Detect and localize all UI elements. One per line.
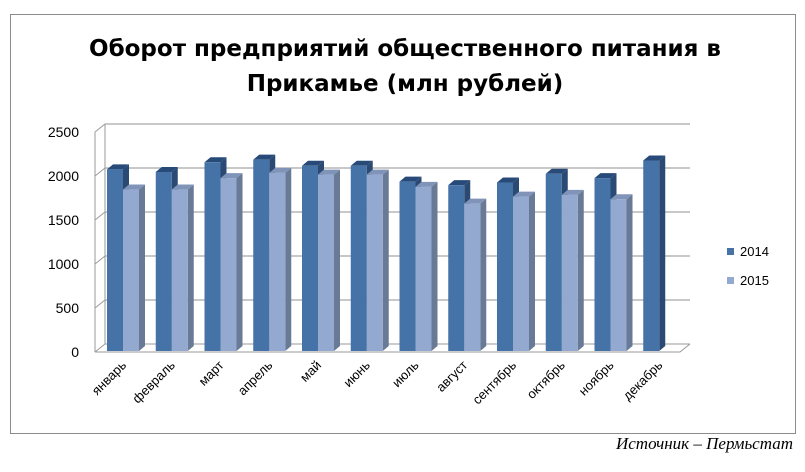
bar-2014-январь (107, 169, 123, 351)
bar-2014-октябрь (545, 173, 562, 351)
bar-top (269, 167, 292, 173)
gridline-diagonal (94, 343, 106, 353)
bar-top (561, 189, 584, 195)
bar-top (643, 155, 666, 161)
gridline-diagonal (94, 211, 106, 221)
x-tick-label: июль (389, 357, 422, 390)
bar-side (285, 167, 292, 351)
x-tick-label: март (195, 357, 226, 388)
y-tick-label: 1000 (48, 256, 79, 272)
bar-2014-август (448, 185, 465, 351)
bar-2014-июль (399, 181, 416, 351)
bar-top (302, 160, 324, 166)
bar-side (529, 191, 535, 351)
bar-top (497, 177, 519, 183)
bar-side (139, 184, 145, 351)
bar-top (399, 176, 422, 182)
bar-side (480, 198, 487, 351)
bar-top (464, 198, 487, 204)
floor-edge (95, 343, 691, 353)
y-tick-label: 500 (56, 300, 80, 316)
bar-2015-январь (123, 189, 139, 351)
bar-2015-ноябрь (610, 199, 627, 351)
bar-2015-сентябрь (513, 196, 529, 351)
chart-title: Оборот предприятий общественного питания… (89, 36, 721, 97)
bar-2015-октябрь (561, 194, 578, 351)
bar-top (610, 194, 633, 200)
y-tick-label: 0 (71, 344, 79, 360)
bar-2015-август (464, 203, 481, 351)
x-tick-label: декабрь (620, 357, 666, 403)
bar-side (431, 181, 438, 351)
bar-2015-апрель (269, 172, 286, 351)
bar-2015-июль (415, 186, 432, 351)
bar-2015-май (318, 174, 334, 351)
bar-side (659, 155, 666, 351)
bar-2014-июнь (350, 165, 367, 351)
gridline-diagonal (94, 255, 106, 265)
bar-2014-март (204, 162, 221, 351)
bar-top (220, 173, 243, 179)
x-tick-label: ноябрь (576, 357, 617, 398)
bar-side (187, 184, 194, 351)
x-tick-label: июнь (340, 357, 373, 390)
bar-top (448, 180, 471, 186)
legend-label-2015: 2015 (740, 273, 769, 288)
bar-top (253, 154, 276, 160)
bar-top (171, 184, 194, 190)
bar-top (513, 191, 535, 197)
bar-top (155, 166, 178, 172)
gridline-diagonal (94, 123, 106, 133)
bar-top (204, 157, 227, 163)
bar-2015-февраль (171, 189, 188, 351)
bar-side (236, 173, 243, 351)
bar-top (350, 160, 373, 166)
bar-2014-декабрь (643, 160, 660, 351)
y-tick-label: 2500 (48, 124, 79, 140)
bar-top (545, 168, 568, 174)
bar-2014-май (302, 165, 318, 351)
x-tick-label: август (433, 357, 470, 394)
bar-2014-апрель (253, 159, 270, 351)
bar-top (415, 181, 438, 187)
bar-top (123, 184, 145, 190)
bar-2015-июнь (366, 174, 383, 351)
y-tick-label: 1500 (48, 212, 79, 228)
bar-top (107, 164, 129, 170)
gridline-diagonal (94, 167, 106, 177)
bar-2015-март (220, 178, 237, 351)
x-tick-label: январь (89, 357, 130, 398)
bar-2014-ноябрь (594, 178, 611, 351)
bar-side (382, 169, 389, 351)
legend-swatch-2014 (727, 248, 734, 255)
gridline-diagonal (94, 299, 106, 309)
x-tick-label: май (297, 358, 324, 385)
x-tick-label: октябрь (524, 357, 568, 401)
bar-side (626, 194, 633, 351)
x-tick-label: сентябрь (469, 357, 519, 407)
y-tick-label: 2000 (48, 168, 79, 184)
bar-top (366, 169, 389, 175)
bar-side (577, 189, 584, 351)
bar-top (594, 173, 617, 179)
bar-2014-февраль (155, 171, 172, 351)
bar-side (334, 169, 340, 351)
source-note: Источник – Пермьстат (615, 434, 793, 453)
x-tick-label: апрель (235, 357, 276, 398)
legend-swatch-2015 (727, 277, 734, 284)
bar-2014-сентябрь (497, 182, 513, 351)
x-tick-label: февраль (129, 357, 178, 406)
bar-top (318, 169, 340, 175)
legend-label-2014: 2014 (740, 244, 769, 259)
